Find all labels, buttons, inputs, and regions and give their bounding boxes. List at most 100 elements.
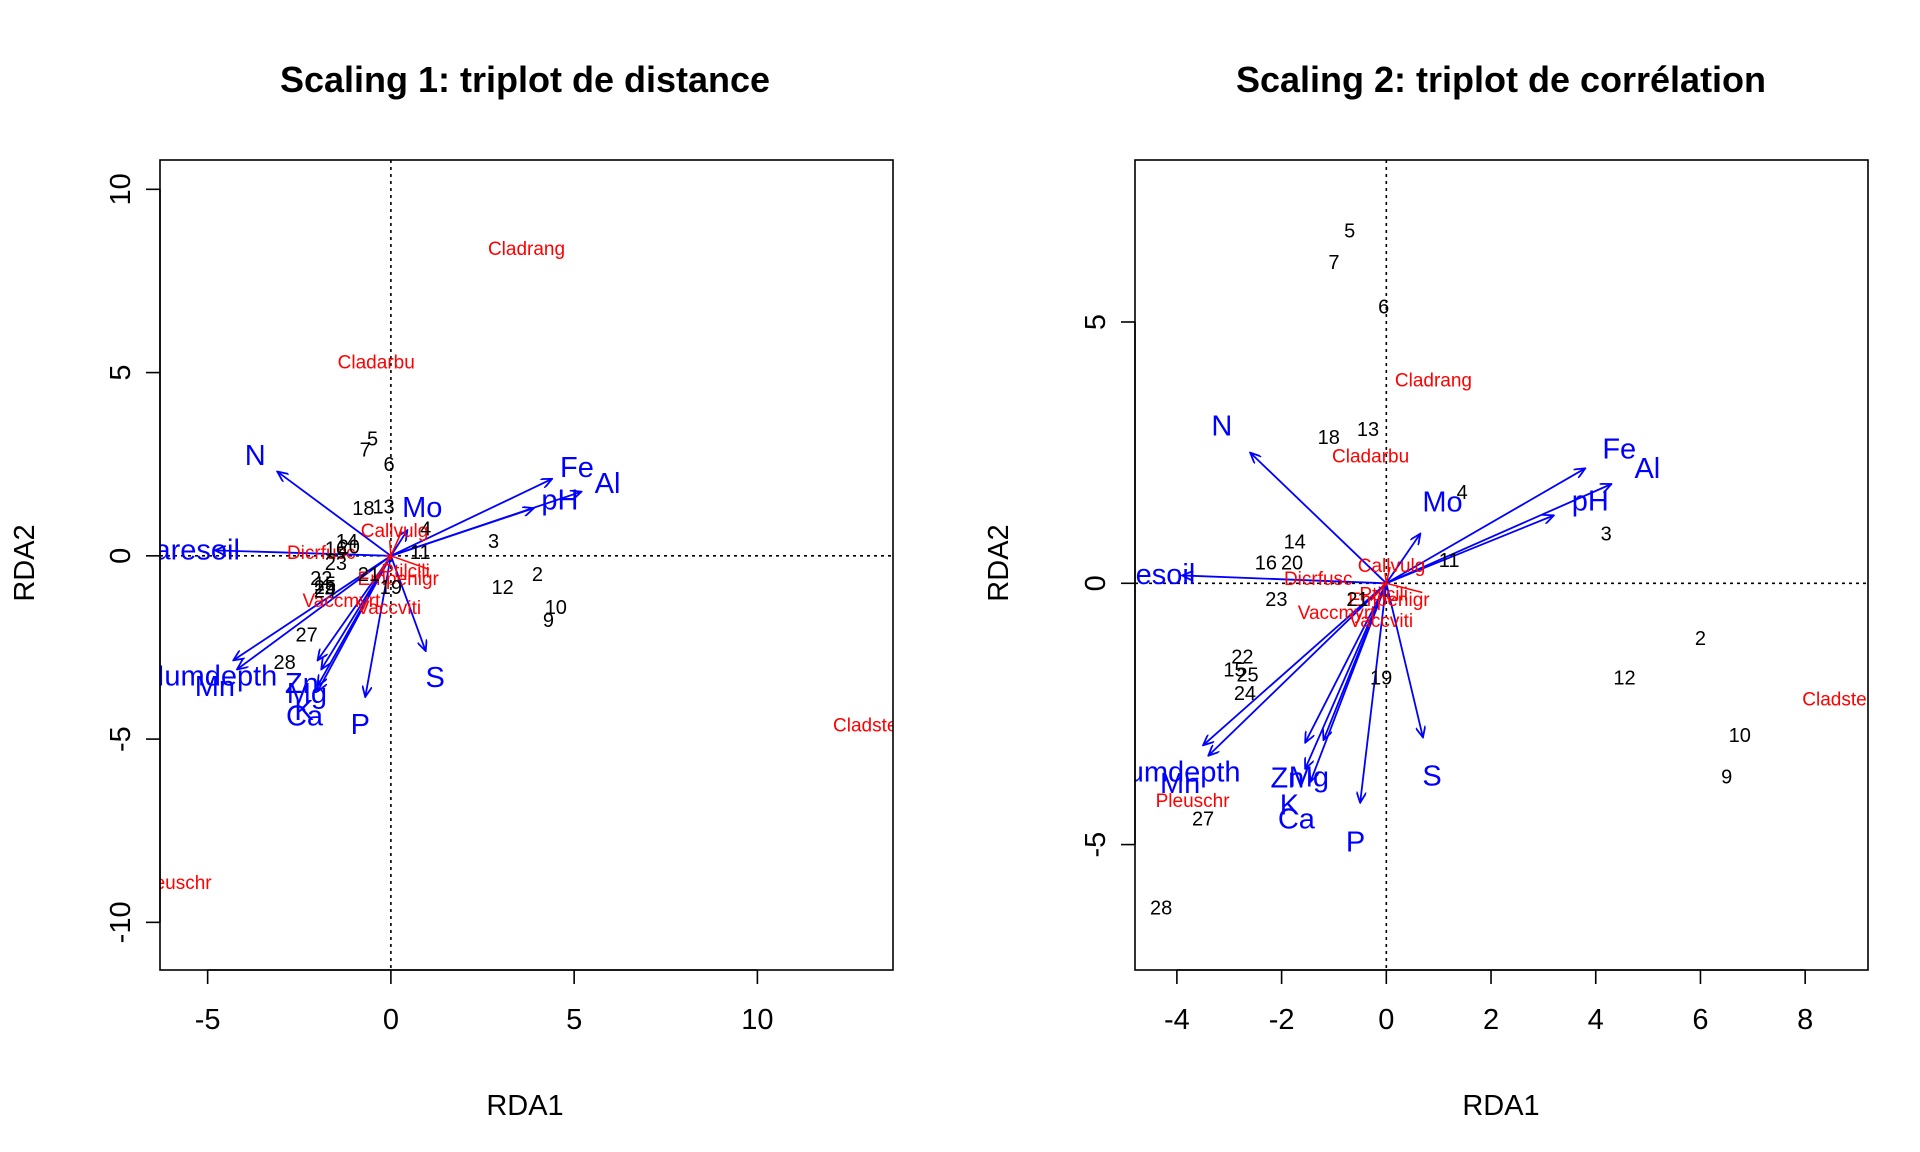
species-arrow [1384,572,1388,584]
env-arrow [1385,515,1554,585]
env-arrow [390,530,407,557]
x-tick-label: 0 [1378,1004,1394,1036]
site-label: 11 [410,542,431,564]
site-label: 3 [1601,524,1612,546]
site-label: 2 [532,564,543,586]
env-arrow [1305,582,1388,742]
site-label: 23 [1265,589,1287,611]
site-label: 2 [1695,628,1706,650]
site-label: 13 [1357,419,1379,441]
site-label: 21 [1346,589,1368,611]
plot-area: Cladrang Cladarbu Cladstel Pleuschr Dicrfusc… [105,159,894,1036]
species-label: Vaccmyrt [1298,603,1376,624]
env-label: N [1211,410,1232,442]
x-tick-label: 8 [1797,1004,1813,1036]
x-tick-label: -2 [1269,1004,1295,1036]
site-label: 16 [325,539,347,561]
species-arrow [388,540,392,556]
y-tick-label: -5 [1080,832,1112,858]
y-tick-label: -5 [105,726,137,752]
y-axis-label: RDA2 [983,524,1015,601]
panel-scaling-2: Scaling 2: triplot de corrélation RDA1 R… [983,59,1869,1122]
species-arrow [1386,582,1423,594]
site-label: 10 [545,597,567,619]
env-label: Baresoil [1090,559,1195,591]
site-label: 7 [360,440,371,462]
plot-clip-group: Cladrang Cladarbu Cladstel Pleuschr Dicrfusc… [1090,160,1868,970]
env-label: Fe [1602,434,1636,466]
site-label: 11 [1439,550,1460,572]
species-arrow [372,555,392,583]
env-arrow [1385,468,1585,585]
env-label: pH [1572,486,1609,518]
site-label: 21 [358,564,380,586]
site-label: 9 [543,610,554,632]
env-label: K [1280,790,1300,822]
env-label: Zn [285,668,319,700]
env-arrow [1305,582,1388,769]
env-label: Mo [402,492,442,524]
env-arrow [1385,484,1611,585]
site-label: 19 [380,577,402,599]
x-tick-label: -4 [1164,1004,1190,1036]
env-arrow [365,555,392,697]
species-label: Dicrfusc [1284,569,1353,590]
species-label: Cladrang [488,239,565,260]
x-tick-label: 5 [566,1004,582,1036]
env-arrow [390,508,534,557]
site-label: 24 [1234,683,1256,705]
species-label: Vaccviti [1349,611,1413,632]
species-arrow [1385,566,1391,584]
env-arrow [1385,534,1420,584]
site-label: 15 [314,573,336,595]
species-label: Pleuschr [1156,791,1231,812]
env-label: Humdepth [143,660,277,692]
site-label: 20 [1281,552,1303,574]
x-tick-label: -5 [195,1004,221,1036]
x-axis-label: RDA1 [486,1090,563,1122]
site-label: 18 [352,498,374,520]
env-label: K [294,695,314,727]
species-label: Pleuschr [138,873,213,894]
site-label: 7 [1328,252,1339,274]
x-tick-label: 0 [383,1004,399,1036]
env-arrow [1360,583,1388,802]
species-label: Callvulg [361,521,429,542]
site-label: 13 [372,496,394,518]
plot-clip-group: Cladrang Cladarbu Cladstel Pleuschr Dicrfusc… [135,160,893,970]
species-label: Empenigr [1348,590,1430,611]
site-label: 3 [488,531,499,553]
env-arrow [215,550,391,557]
env-arrow [390,555,426,651]
env-arrow [1208,582,1387,755]
env-label: Mg [1289,761,1329,793]
panel-scaling-1: Scaling 1: triplot de distance RDA1 RDA2… [9,59,894,1122]
env-arrow [390,479,552,557]
y-tick-label: -10 [105,901,137,943]
y-tick-label: 5 [105,365,137,381]
env-arrow [1203,582,1387,745]
env-label: Mg [287,678,327,710]
species-arrow [390,555,393,558]
env-label: Al [595,468,621,500]
site-label: 23 [325,553,347,575]
env-label: pH [541,484,578,516]
env-label: Humdepth [1107,756,1241,788]
env-label: Mn [195,671,235,703]
env-arrow [1250,453,1387,584]
x-tick-label: 6 [1692,1004,1708,1036]
x-axis-label: RDA1 [1462,1090,1539,1122]
species-arrow [390,530,403,557]
site-label: 18 [1318,427,1340,449]
env-arrow [277,472,392,557]
site-label: 25 [314,577,336,599]
site-label: 25 [1236,665,1258,687]
site-label: 19 [1370,667,1392,689]
x-tick-label: 2 [1483,1004,1499,1036]
site-label: 16 [1255,552,1277,574]
chart-title: Scaling 2: triplot de corrélation [1236,59,1766,100]
env-label: Baresoil [135,534,240,566]
x-tick-label: 10 [741,1004,773,1036]
site-label: 10 [1729,725,1751,747]
